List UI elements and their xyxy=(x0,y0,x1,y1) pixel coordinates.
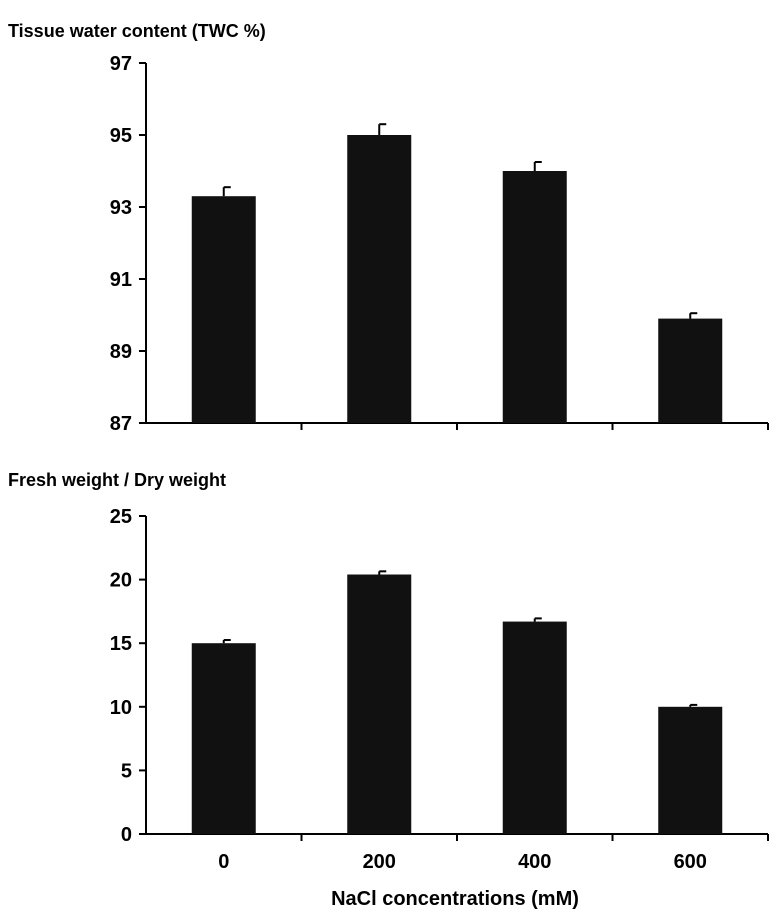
x-tick-label-400: 400 xyxy=(518,851,551,873)
twc-bar-600 xyxy=(658,318,723,423)
twc-bar-0 xyxy=(191,196,256,423)
x-tick-label-200: 200 xyxy=(363,851,396,873)
fwdw-y-tick-label: 25 xyxy=(110,506,132,528)
fwdw-bar-0 xyxy=(191,643,256,834)
twc-y-tick-label: 95 xyxy=(110,125,132,147)
fwdw-y-tick-label: 10 xyxy=(110,697,132,719)
x-tick-label-0: 0 xyxy=(218,851,229,873)
fwdw-y-tick-label: 15 xyxy=(110,633,132,655)
twc-bar-200 xyxy=(347,135,412,423)
fw-dw-chart: Fresh weight / Dry weight NaCl concentra… xyxy=(8,470,769,910)
twc-y-tick-label: 93 xyxy=(110,197,132,219)
fwdw-bar-600 xyxy=(658,706,723,834)
x-axis-title: NaCl concentrations (mM) xyxy=(331,888,579,910)
twc-chart: Tissue water content (TWC %) 87 89 91 93 95 9… xyxy=(8,21,769,435)
fw-dw-axis-title: Fresh weight / Dry weight xyxy=(8,470,226,490)
x-tick-label-600: 600 xyxy=(674,851,707,873)
twc-y-tick-label: 91 xyxy=(110,269,132,291)
fwdw-bar-400 xyxy=(502,621,567,834)
twc-y-tick-label: 87 xyxy=(110,413,132,435)
twc-axis-title: Tissue water content (TWC %) xyxy=(8,21,266,41)
fwdw-bar-200 xyxy=(347,574,412,834)
fwdw-y-tick-label: 5 xyxy=(121,760,132,782)
twc-y-tick-label: 89 xyxy=(110,341,132,363)
fwdw-y-tick-label: 20 xyxy=(110,570,132,592)
fwdw-y-tick-label: 0 xyxy=(121,824,132,846)
twc-bar-400 xyxy=(502,171,567,423)
twc-y-tick-label: 97 xyxy=(110,53,132,75)
